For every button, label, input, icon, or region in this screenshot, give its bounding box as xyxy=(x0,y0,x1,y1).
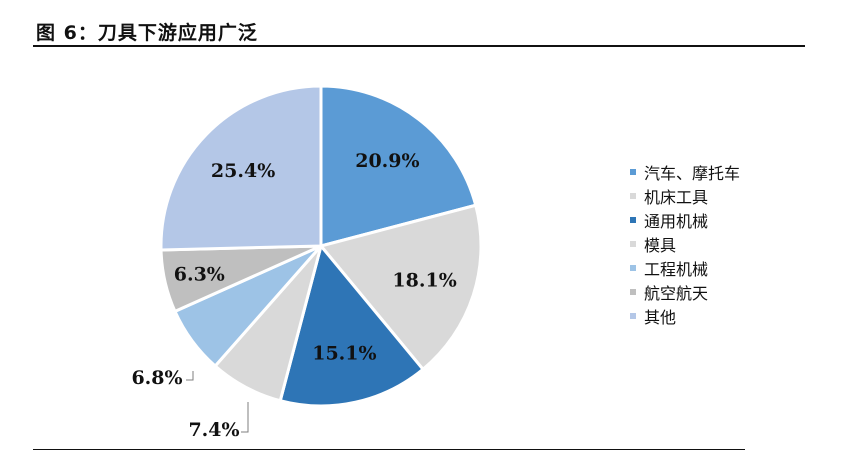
legend-label: 汽车、摩托车 xyxy=(644,164,741,183)
legend-item: 模具 xyxy=(630,232,740,256)
legend-item: 其他 xyxy=(630,304,740,328)
legend-swatch xyxy=(630,289,636,295)
slice-label: 20.9% xyxy=(355,150,419,172)
slice-label: 18.1% xyxy=(392,269,456,291)
pie-slice xyxy=(318,203,483,372)
pie-slice xyxy=(278,242,426,408)
slice-label: 7.4% xyxy=(188,419,239,441)
legend-label: 机床工具 xyxy=(644,188,709,207)
leader-line xyxy=(186,371,194,381)
pie-slice xyxy=(159,84,323,252)
slice-label: 15.1% xyxy=(312,342,376,364)
legend-label: 工程机械 xyxy=(644,260,709,279)
legend-swatch xyxy=(630,217,636,223)
legend-item: 航空航天 xyxy=(630,280,740,304)
slice-label: 25.4% xyxy=(211,160,275,182)
pie-slice xyxy=(319,84,478,248)
legend-swatch xyxy=(630,193,636,199)
legend-label: 航空航天 xyxy=(644,284,709,303)
slice-label: 6.8% xyxy=(131,367,182,389)
legend-item: 汽车、摩托车 xyxy=(630,160,740,184)
legend-swatch xyxy=(630,241,636,247)
bottom-rule xyxy=(33,449,745,450)
legend-label: 模具 xyxy=(644,236,677,255)
legend-item: 工程机械 xyxy=(630,256,740,280)
chart-legend: 汽车、摩托车 机床工具通用机械模具工程机械航空航天其他 xyxy=(630,160,740,328)
legend-label: 通用机械 xyxy=(644,212,709,231)
title-underline xyxy=(33,45,805,47)
legend-item: 通用机械 xyxy=(630,208,740,232)
leader-line xyxy=(241,402,249,433)
legend-swatch xyxy=(630,313,636,319)
legend-item: 机床工具 xyxy=(630,184,740,208)
chart-title: 图 6：刀具下游应用广泛 xyxy=(36,22,258,44)
legend-swatch xyxy=(630,169,636,175)
legend-label: 其他 xyxy=(644,308,677,327)
legend-swatch xyxy=(630,265,636,271)
slice-label: 6.3% xyxy=(174,264,225,286)
